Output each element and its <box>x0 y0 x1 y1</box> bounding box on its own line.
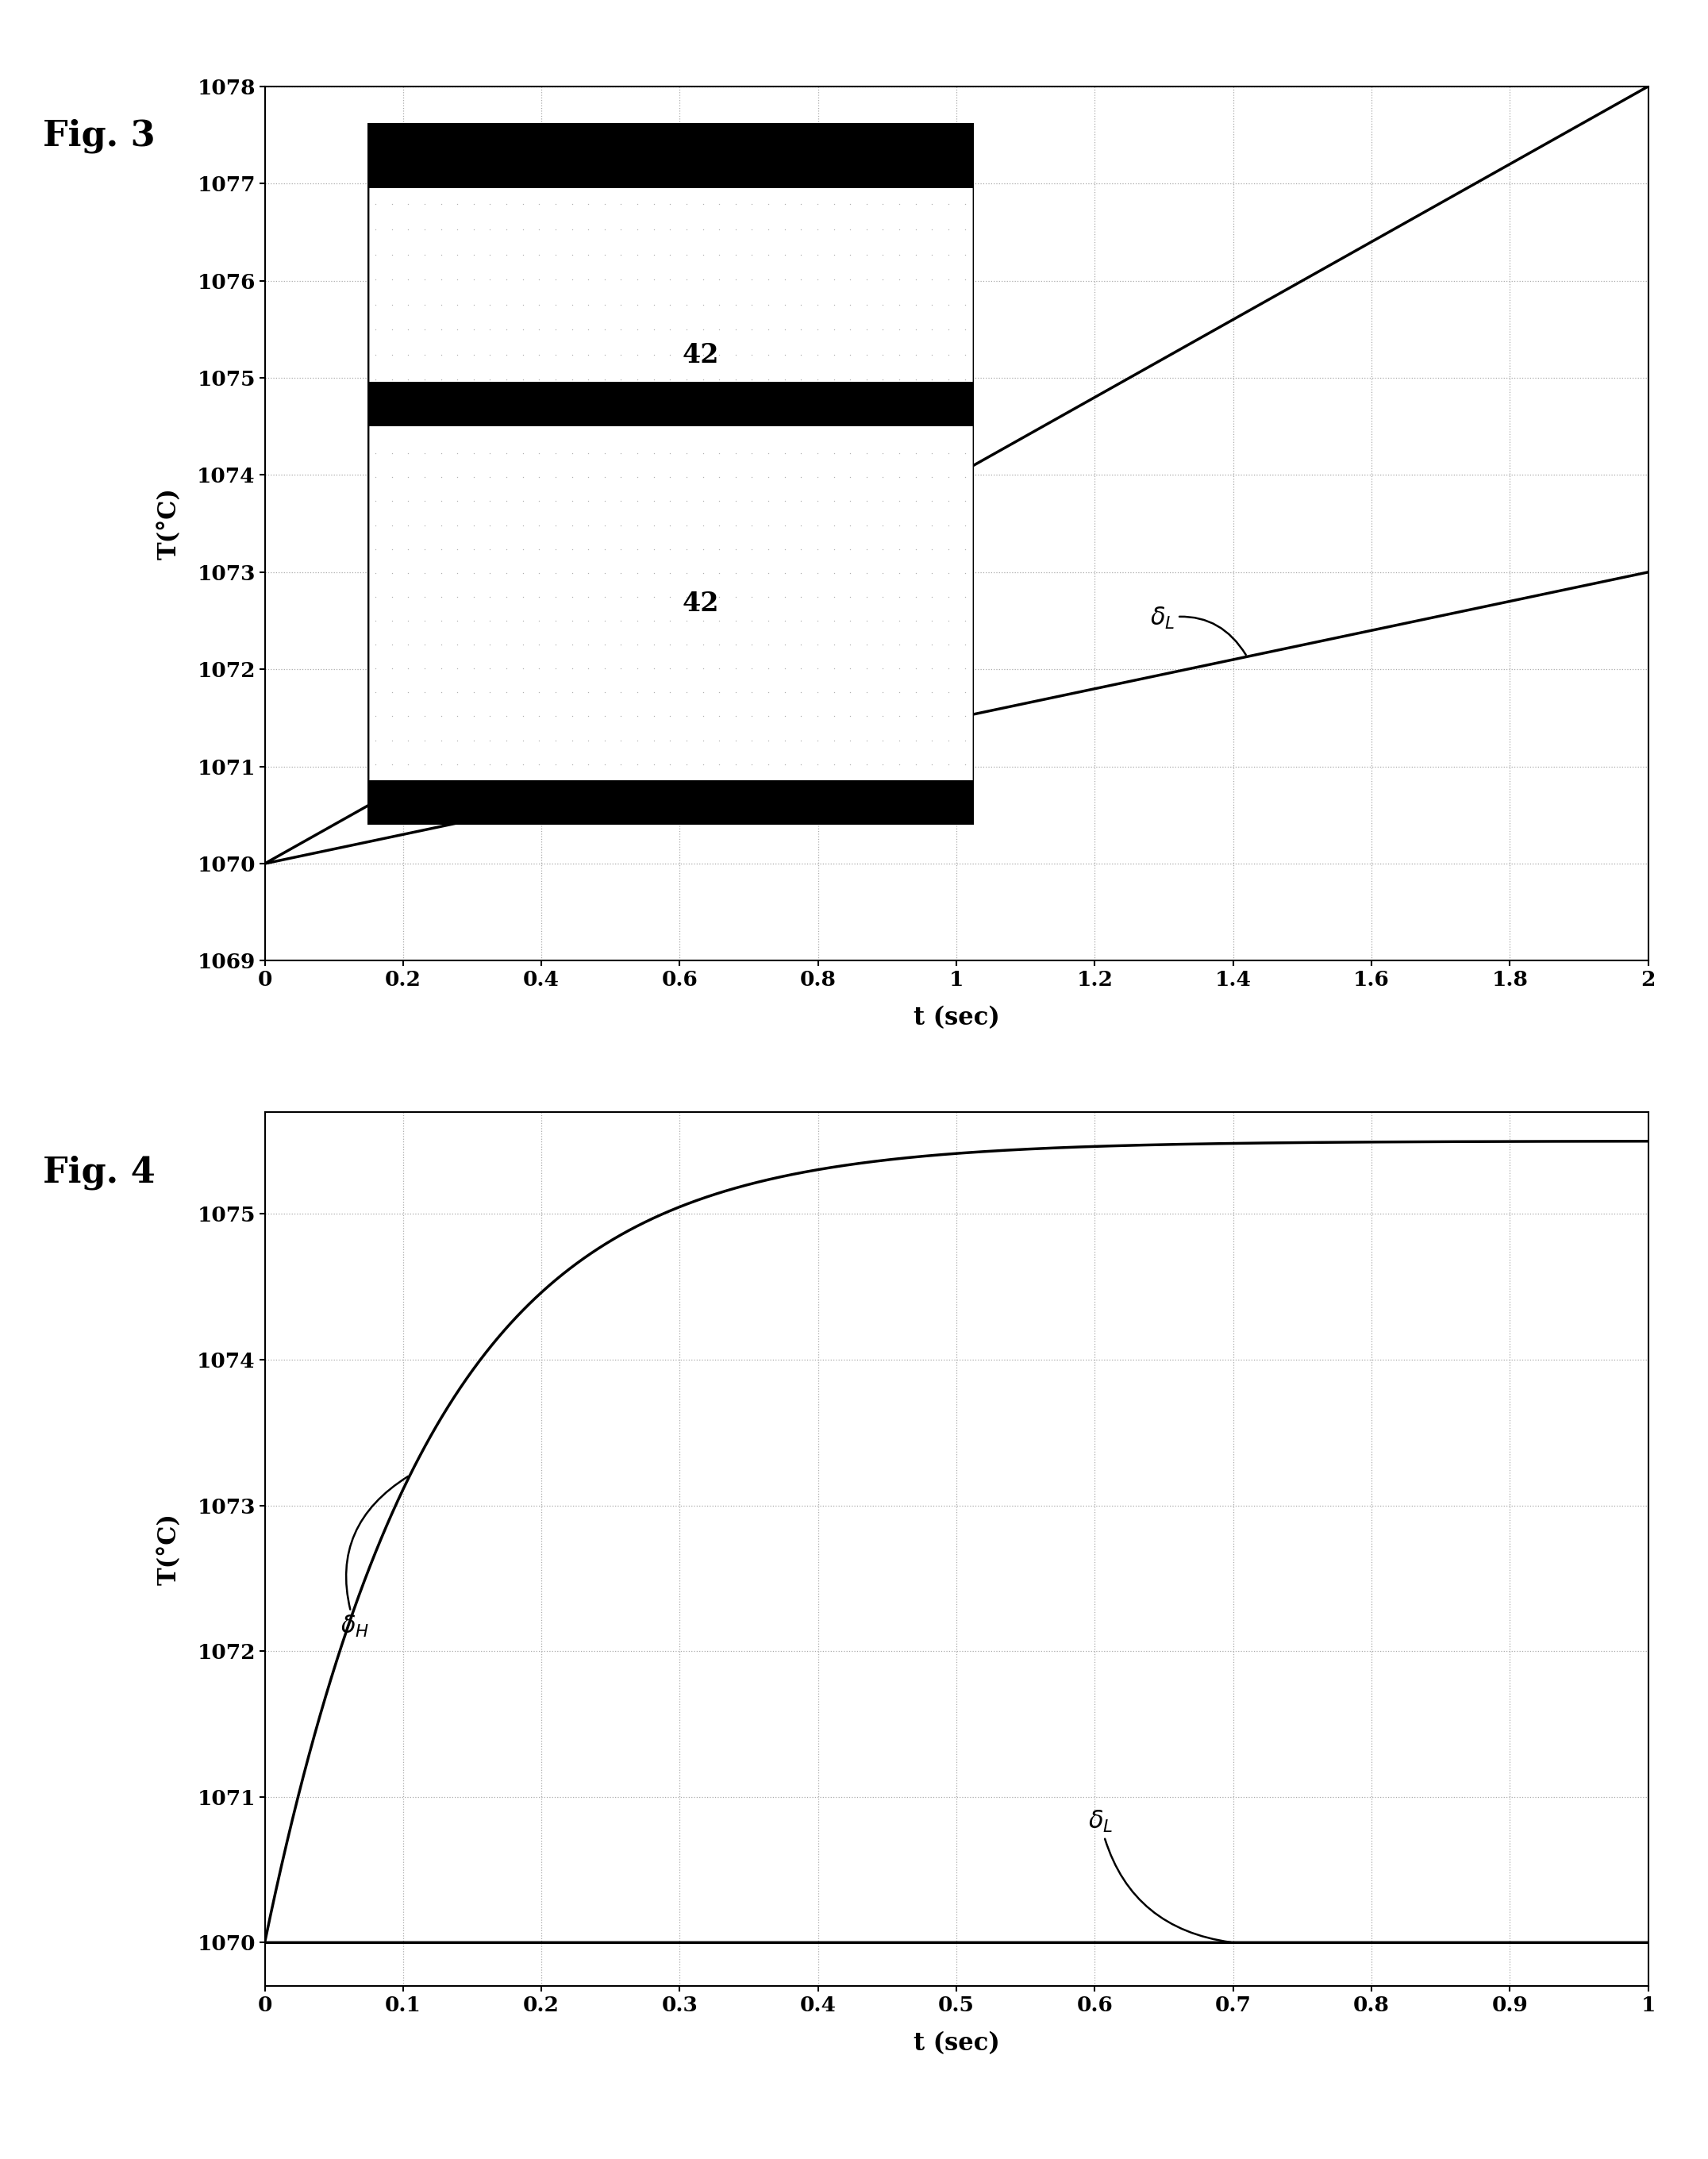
Text: $\delta_L$: $\delta_L$ <box>1088 1809 1231 1943</box>
X-axis label: t (sec): t (sec) <box>914 2032 999 2055</box>
Text: Fig. 4: Fig. 4 <box>43 1155 155 1190</box>
Text: 44: 44 <box>777 147 806 164</box>
Text: 42: 42 <box>681 341 719 369</box>
Text: 44: 44 <box>777 792 806 812</box>
Text: $\delta_H$: $\delta_H$ <box>342 1477 408 1639</box>
Y-axis label: T(°C): T(°C) <box>157 1513 181 1585</box>
Text: $\delta_L$: $\delta_L$ <box>1149 607 1245 654</box>
Bar <box>367 782 974 825</box>
Text: 44: 44 <box>777 546 806 563</box>
Bar <box>367 123 974 188</box>
Bar <box>367 382 974 425</box>
Y-axis label: T(°C): T(°C) <box>157 488 181 559</box>
Text: 44: 44 <box>777 395 806 415</box>
Text: Fig. 3: Fig. 3 <box>43 119 155 153</box>
Text: 42: 42 <box>681 589 719 617</box>
Text: $\delta_H$: $\delta_H$ <box>500 529 611 667</box>
X-axis label: t (sec): t (sec) <box>914 1006 999 1030</box>
Bar <box>367 522 974 587</box>
